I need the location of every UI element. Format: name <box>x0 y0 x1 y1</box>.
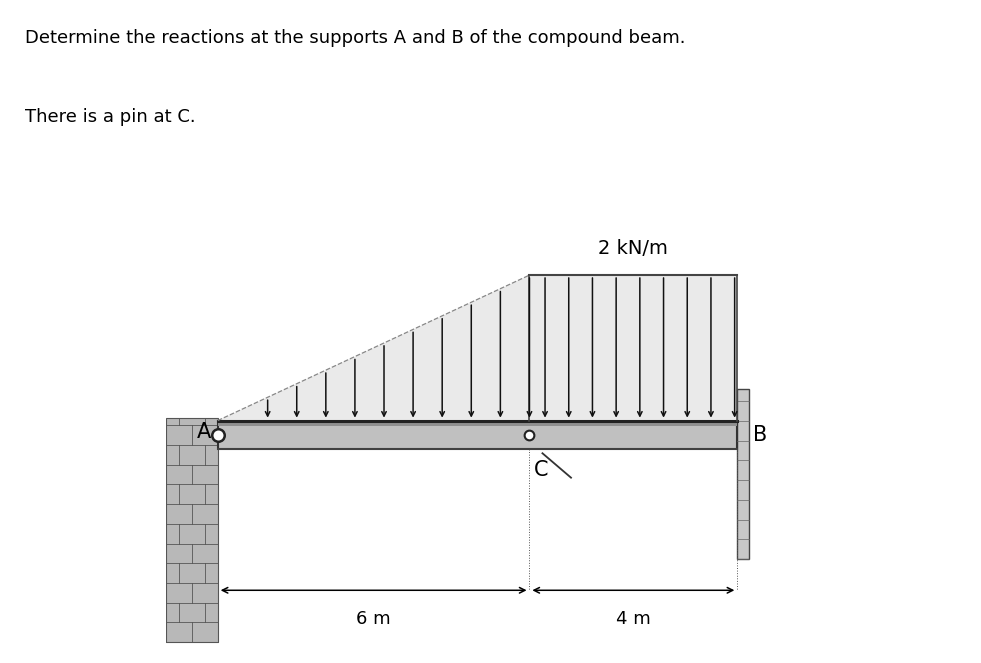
Text: There is a pin at C.: There is a pin at C. <box>25 108 195 126</box>
Text: A: A <box>197 422 212 442</box>
Text: B: B <box>752 425 767 445</box>
Text: 6 m: 6 m <box>356 610 391 628</box>
Bar <box>738 389 749 559</box>
Bar <box>218 420 738 449</box>
Text: 4 m: 4 m <box>616 610 650 628</box>
Polygon shape <box>530 275 738 420</box>
Text: Determine the reactions at the supports A and B of the compound beam.: Determine the reactions at the supports … <box>25 29 685 46</box>
Bar <box>218 420 738 426</box>
Bar <box>166 418 218 642</box>
Polygon shape <box>218 275 530 420</box>
Text: 2 kN/m: 2 kN/m <box>598 239 668 259</box>
Text: C: C <box>534 459 548 479</box>
